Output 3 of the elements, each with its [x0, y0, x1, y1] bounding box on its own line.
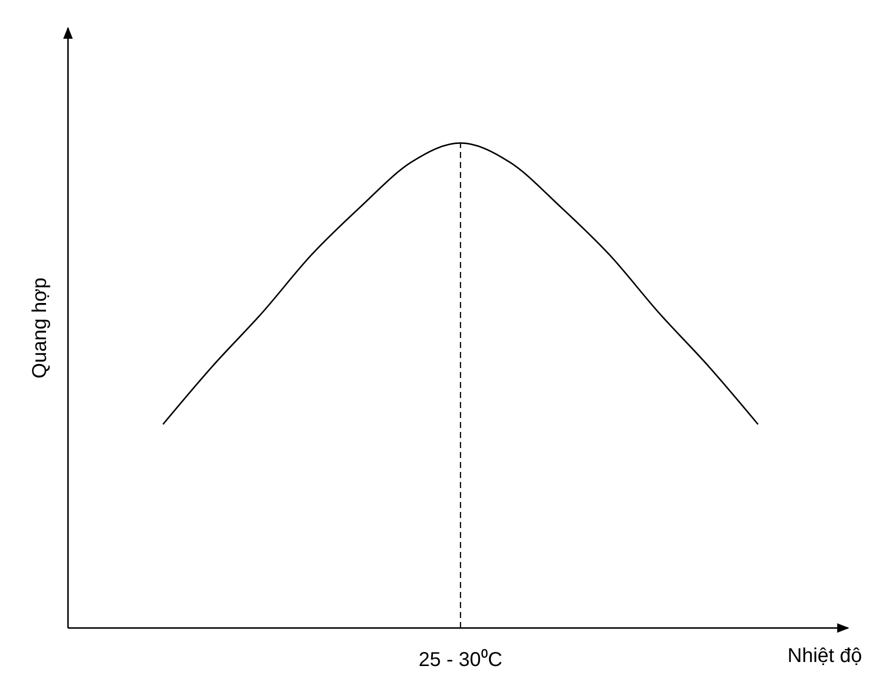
- y-axis-title: Quang hợp: [29, 278, 51, 378]
- text: 25 - 30⁰C: [418, 648, 502, 671]
- x-axis-title: Nhiệt độ: [788, 645, 862, 667]
